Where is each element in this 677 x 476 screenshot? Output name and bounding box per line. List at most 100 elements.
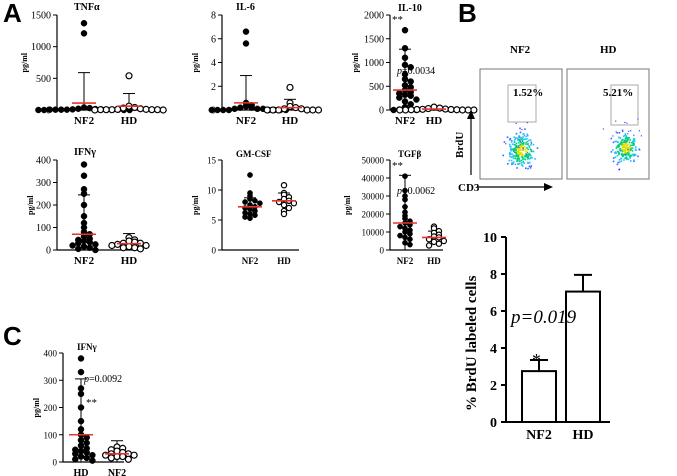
data-point (413, 105, 421, 114)
y-tick-label: 6 (211, 34, 216, 45)
chart-title: IFNγ (74, 147, 96, 158)
data-point (214, 106, 221, 114)
data-point (280, 105, 288, 113)
data-point (397, 223, 403, 230)
data-point (35, 106, 42, 114)
p-value: p=0.0062 (396, 186, 435, 197)
data-point (425, 242, 433, 249)
y-tick-label: 5 (212, 216, 217, 226)
data-point (80, 190, 88, 197)
data-point (80, 161, 88, 168)
data-point (91, 106, 99, 114)
data-point (402, 239, 408, 246)
flow-y-arrowhead (467, 110, 475, 119)
flow-y-label: BrdU (454, 132, 466, 158)
data-point (280, 201, 288, 209)
data-point (136, 245, 144, 253)
y-tick-label: 15 (207, 156, 217, 166)
data-point (435, 240, 443, 247)
data-point (77, 436, 85, 444)
category-label: HD (427, 256, 441, 266)
data-point (77, 390, 85, 398)
flow-label-nf2: NF2 (510, 44, 531, 56)
data-point (80, 30, 88, 37)
chart-tgfb: 0 10000 20000 30000 40000 50000 TGFβ pg/ml NF2 HD… (343, 149, 448, 266)
flow-gate-nf2 (507, 84, 537, 123)
category-label: NF2 (397, 256, 414, 266)
chart-ifng: 0 100 200 300 400 IFNγ pg/ml NF2 HD (26, 147, 150, 267)
data-point (453, 106, 461, 114)
data-point (80, 201, 88, 209)
y-axis-label: pg/ml (20, 52, 29, 72)
significance-stars: ** (86, 397, 97, 409)
flow-percent-nf2: 1.52% (513, 87, 543, 99)
y-tick-label: 2 (211, 82, 216, 93)
p-value: p=0.0092 (83, 374, 122, 385)
category-label: NF2 (395, 115, 416, 127)
data-point (75, 240, 82, 247)
data-point (86, 238, 93, 246)
y-tick-label: 200 (36, 201, 51, 212)
significance-stars: ** (392, 14, 403, 26)
data-point (470, 106, 478, 114)
data-point (440, 237, 448, 245)
data-point (237, 104, 244, 111)
data-point (242, 40, 250, 47)
y-tick-label: 400 (44, 349, 58, 359)
data-point (130, 451, 138, 459)
category-label: NF2 (74, 115, 95, 127)
data-point (142, 105, 150, 113)
y-tick-label: 0 (379, 106, 384, 117)
data-point (396, 106, 404, 114)
data-point (63, 106, 71, 113)
y-tick-label: 6 (490, 305, 497, 320)
data-point (113, 105, 122, 113)
data-point (57, 106, 65, 113)
data-point (124, 455, 132, 463)
category-label: HD (121, 115, 138, 127)
data-point (402, 234, 408, 241)
chart-title: IFNγ (77, 342, 97, 352)
data-point (407, 92, 414, 99)
data-point (402, 196, 408, 203)
chart-title: IL-6 (236, 2, 255, 13)
chart-title: GM-CSF (236, 149, 272, 159)
data-point (247, 196, 253, 202)
data-point (390, 106, 397, 114)
data-point (89, 457, 96, 464)
y-tick-label: 0 (212, 246, 217, 256)
data-point (77, 385, 85, 392)
data-point (77, 426, 85, 433)
data-point (108, 106, 116, 114)
category-label: HD (277, 256, 291, 266)
data-point (247, 172, 253, 178)
y-tick-label: 400 (36, 156, 51, 167)
panel-label-c: C (3, 321, 22, 351)
data-point (430, 233, 438, 240)
data-point (280, 210, 288, 218)
data-point (231, 105, 238, 113)
data-point (402, 229, 408, 235)
data-point (407, 106, 415, 114)
data-point (125, 243, 133, 251)
data-point (297, 105, 305, 113)
y-tick-label: 500 (36, 74, 51, 85)
y-tick-label: 1500 (31, 11, 51, 22)
data-point (401, 91, 409, 99)
flow-population-nf2 (502, 122, 539, 170)
data-point (396, 94, 403, 101)
data-point (314, 106, 323, 114)
y-axis-label: % BrdU labeled cells (464, 275, 480, 411)
data-point (401, 98, 409, 105)
data-point (242, 214, 248, 220)
data-point (80, 213, 88, 220)
y-tick-label: 40000 (362, 174, 385, 184)
category-label: NF2 (74, 255, 95, 267)
data-point (286, 83, 294, 92)
data-point (252, 197, 258, 204)
data-point (86, 244, 93, 251)
data-point (401, 45, 409, 52)
data-point (77, 447, 85, 455)
bar-hd (565, 290, 601, 424)
data-point (407, 64, 414, 71)
